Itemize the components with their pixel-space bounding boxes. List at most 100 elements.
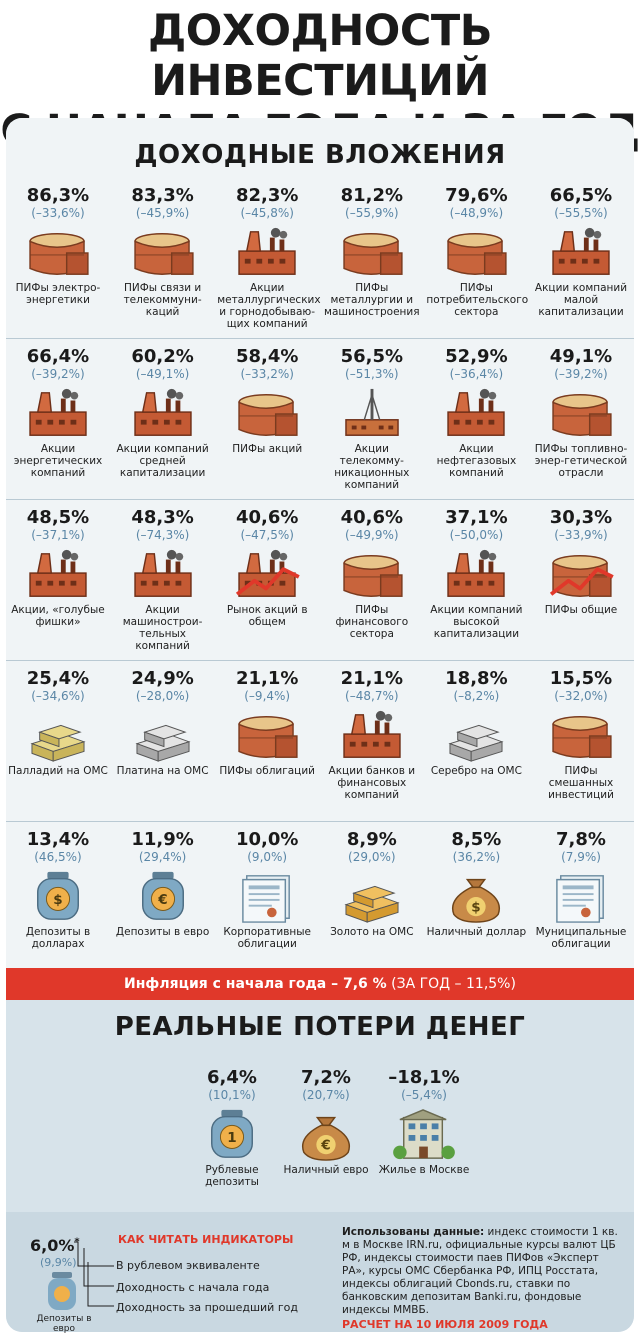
indicator-year-value: (–33,2%) bbox=[240, 367, 294, 381]
indicator-label: Муниципальные облигации bbox=[535, 926, 627, 950]
calculation-date: РАСЧЕТ НА 10 ИЮЛЯ 2009 ГОДА bbox=[342, 1318, 548, 1331]
indicator-value: 48,3% bbox=[131, 507, 194, 528]
indicator-card: 10,0% (9,0%) Корпоративные облигации bbox=[215, 822, 319, 982]
income-panel bbox=[6, 118, 634, 968]
indicator-card: 15,5% (–32,0%) ПИФы смешанных инвестиций bbox=[529, 661, 633, 821]
indicator-year-value: (29,0%) bbox=[348, 850, 396, 864]
indicator-year-value: (–48,7%) bbox=[345, 689, 399, 703]
indicator-year-value: (–5,4%) bbox=[401, 1088, 447, 1102]
indicator-value: –18,1% bbox=[388, 1067, 460, 1088]
indicator-card: 18,8% (–8,2%) Серебро на ОМС bbox=[424, 661, 528, 821]
indicator-label: Акции энергетических компаний bbox=[13, 443, 103, 479]
factory-icon bbox=[29, 388, 87, 436]
indicator-label: Акции банков и финансовых компаний bbox=[328, 765, 416, 801]
income-grid: 86,3% (–33,6%) ПИФы электро-энергетики 83,3… bbox=[6, 178, 634, 982]
indicator-card: 82,3% (–45,8%) Акции металлургических и го… bbox=[215, 178, 321, 338]
jar-ruble-icon: 1 bbox=[211, 1109, 253, 1158]
svg-text:€: € bbox=[320, 1137, 330, 1153]
indicator-card: 13,4% (46,5%) $ Депозиты в долларах bbox=[6, 822, 110, 982]
indicator-card: 48,5% (–37,1%) Акции, «голубые фишки» bbox=[6, 500, 110, 660]
indicator-value: 79,6% bbox=[445, 185, 508, 206]
indicator-year-value: (–51,3%) bbox=[345, 367, 399, 381]
svg-text:€: € bbox=[157, 892, 167, 908]
indicator-year-value: (–55,9%) bbox=[345, 206, 399, 220]
indicator-label: Акции компаний высокой капитализации bbox=[430, 604, 523, 640]
indicator-year-value: (–9,4%) bbox=[244, 689, 291, 703]
gold-bars-icon bbox=[344, 885, 400, 923]
legend-line-rub: В рублевом эквиваленте bbox=[116, 1259, 260, 1272]
indicator-value: 48,5% bbox=[26, 507, 90, 528]
svg-text:$: $ bbox=[53, 892, 62, 908]
indicator-card: 24,9% (–28,0%) Платина на ОМС bbox=[111, 661, 215, 821]
indicator-card: –18,1% (–5,4%) Жилье в Москве bbox=[372, 1060, 476, 1200]
indicator-label: ПИФы потребительского сектора bbox=[426, 282, 529, 318]
factory-icon bbox=[238, 227, 296, 275]
indicator-year-value: (10,1%) bbox=[208, 1088, 256, 1102]
factory-icon bbox=[133, 549, 192, 597]
indicator-year-value: (–37,1%) bbox=[31, 528, 85, 542]
inflation-year: (ЗА ГОД – 11,5%) bbox=[391, 976, 516, 992]
indicator-label: Акции металлургических и горнодобываю-щи… bbox=[217, 282, 321, 330]
indicator-value: 11,9% bbox=[131, 829, 194, 850]
svg-text:$: $ bbox=[472, 899, 481, 915]
indicator-card: 6,4% (10,1%) 1 Рублевые депозиты bbox=[180, 1060, 284, 1200]
indicator-value: 60,2% bbox=[131, 346, 194, 367]
indicator-label: ПИФы акций bbox=[232, 443, 303, 455]
tower-icon bbox=[345, 388, 399, 436]
indicator-card: 40,6% (–49,9%) ПИФы финансового сектора bbox=[320, 500, 424, 660]
indicator-label: ПИФы связи и телекоммуни-каций bbox=[123, 282, 202, 318]
indicator-label: ПИФы общие bbox=[544, 604, 618, 616]
indicator-year-value: (–32,0%) bbox=[554, 689, 608, 703]
indicator-value: 8,9% bbox=[346, 829, 397, 850]
indicator-value: 15,5% bbox=[549, 668, 613, 689]
factory-icon bbox=[447, 549, 506, 597]
indicator-year-value: (9,0%) bbox=[247, 850, 288, 864]
indicator-card: 49,1% (–39,2%) ПИФы топливно-энер-гетическ… bbox=[529, 339, 633, 499]
bag-euro-icon: € bbox=[302, 1116, 350, 1161]
indicator-label: Наличный доллар bbox=[426, 926, 527, 938]
jar-dollar-icon: $ bbox=[37, 871, 79, 920]
indicator-label: ПИФы топливно-энер-гетической отрасли bbox=[534, 443, 628, 479]
indicator-card: 66,4% (–39,2%) Акции энергетических компан… bbox=[6, 339, 110, 499]
indicator-card: 40,6% (–47,5%) Рынок акций в общем bbox=[215, 500, 319, 660]
indicator-label: Палладий на ОМС bbox=[8, 765, 108, 777]
jar-icon bbox=[48, 1272, 76, 1310]
indicator-value: 66,5% bbox=[549, 185, 613, 206]
legend-line-year: Доходность за прошедший год bbox=[116, 1301, 298, 1314]
indicator-year-value: (–74,3%) bbox=[135, 528, 190, 542]
legend-caption: Депозиты в евро bbox=[36, 1314, 92, 1334]
indicator-label: Жилье в Москве bbox=[378, 1164, 470, 1176]
indicator-label: Платина на ОМС bbox=[116, 765, 209, 777]
indicator-value: 82,3% bbox=[235, 185, 299, 206]
silver-icon bbox=[448, 724, 504, 762]
indicator-card: 52,9% (–36,4%) Акции нефтегазовых компаний bbox=[424, 339, 528, 499]
indicator-year-value: (36,2%) bbox=[452, 850, 501, 864]
indicator-value: 13,4% bbox=[26, 829, 90, 850]
barrel-icon bbox=[552, 715, 612, 758]
section-title-loss: РЕАЛЬНЫЕ ПОТЕРИ ДЕНЕГ bbox=[114, 1012, 526, 1042]
indicator-label: Рынок акций в общем bbox=[226, 604, 308, 628]
legend-title: КАК ЧИТАТЬ ИНДИКАТОРЫ bbox=[118, 1233, 294, 1246]
indicator-value: 56,5% bbox=[340, 346, 404, 367]
indicator-card: 25,4% (–34,6%) Палладий на ОМС bbox=[6, 661, 110, 821]
indicator-card: 83,3% (–45,9%) ПИФы связи и телекоммуни-ка… bbox=[111, 178, 215, 338]
indicator-label: ПИФы смешанных инвестиций bbox=[548, 765, 614, 801]
indicator-value: 21,1% bbox=[340, 668, 404, 689]
bond-icon bbox=[556, 875, 604, 923]
indicator-year-value: (–36,4%) bbox=[449, 367, 504, 381]
indicator-row: 86,3% (–33,6%) ПИФы электро-энергетики 83,3… bbox=[6, 178, 634, 339]
indicator-card: 60,2% (–49,1%) Акции компаний средней капи… bbox=[111, 339, 215, 499]
indicator-year-value: (–45,8%) bbox=[240, 206, 294, 220]
indicator-value: 40,6% bbox=[235, 507, 299, 528]
barrel-trend-icon bbox=[549, 554, 614, 597]
indicator-year-value: (–33,9%) bbox=[554, 528, 608, 542]
indicator-card: 79,6% (–48,9%) ПИФы потребительского секто… bbox=[424, 178, 528, 338]
indicator-row: 13,4% (46,5%) $ Депозиты в долларах 11,9% (29… bbox=[6, 822, 634, 982]
indicator-value: 7,8% bbox=[556, 829, 606, 850]
factory-icon bbox=[133, 388, 192, 436]
footer-panel bbox=[6, 1212, 634, 1332]
bag-dollar-icon: $ bbox=[452, 878, 501, 923]
indicator-value: 21,1% bbox=[235, 668, 299, 689]
barrel-icon bbox=[29, 232, 89, 275]
indicator-label: Акции компаний малой капитализации bbox=[534, 282, 628, 318]
